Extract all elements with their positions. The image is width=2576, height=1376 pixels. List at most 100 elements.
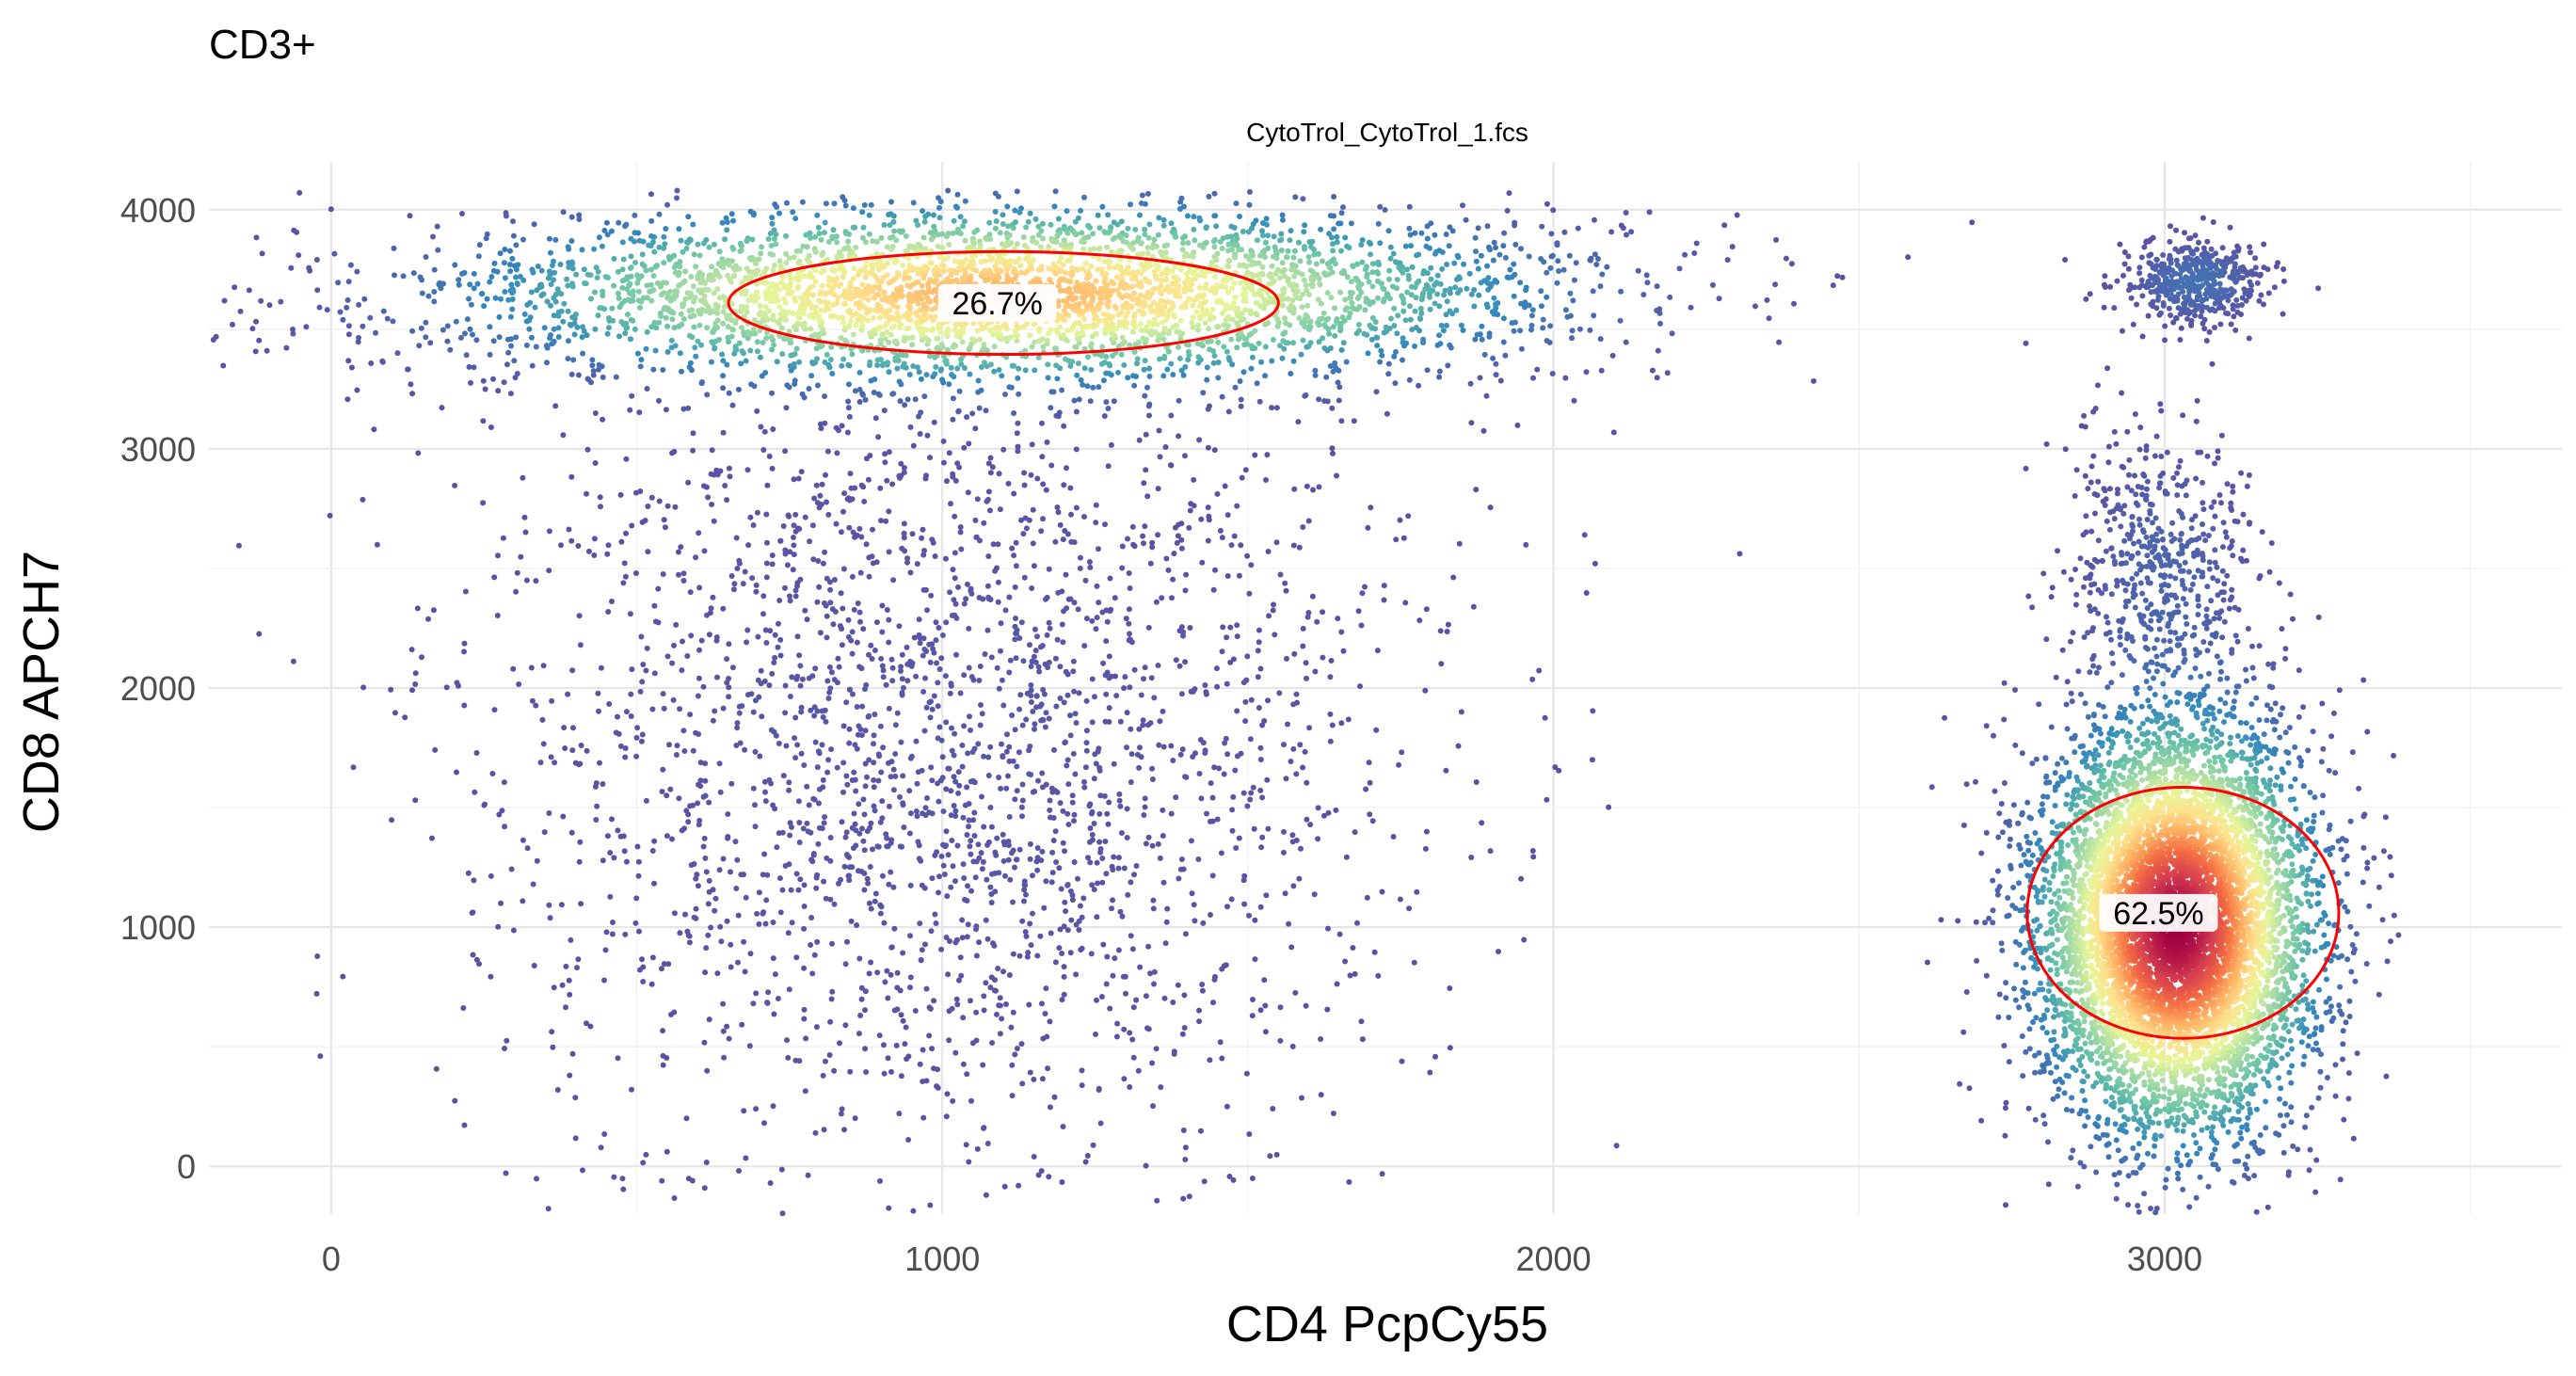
data-point bbox=[2340, 1028, 2346, 1034]
data-point bbox=[1381, 597, 1387, 603]
data-point bbox=[867, 453, 873, 458]
data-point bbox=[2201, 620, 2208, 627]
data-point bbox=[1363, 786, 1369, 792]
data-point bbox=[1054, 376, 1061, 382]
data-point bbox=[2008, 865, 2014, 872]
data-point bbox=[2019, 750, 2025, 757]
data-point bbox=[1027, 1069, 1033, 1076]
data-point bbox=[796, 652, 803, 659]
data-point bbox=[1228, 896, 1235, 903]
data-point bbox=[1460, 202, 1465, 209]
data-point bbox=[938, 737, 945, 744]
data-point bbox=[1063, 908, 1069, 915]
data-point bbox=[2032, 830, 2039, 836]
data-point bbox=[1000, 831, 1006, 838]
data-point bbox=[871, 760, 877, 766]
data-point bbox=[1996, 884, 2003, 889]
data-point bbox=[1059, 951, 1065, 956]
data-point bbox=[2310, 728, 2316, 735]
data-point bbox=[1411, 959, 1417, 966]
data-point bbox=[931, 649, 937, 656]
data-point bbox=[2278, 1085, 2284, 1092]
data-point bbox=[2090, 625, 2096, 632]
chart-title: CD3+ bbox=[209, 22, 316, 68]
data-point bbox=[1249, 1176, 1256, 1181]
data-point bbox=[2126, 456, 2133, 463]
data-point bbox=[508, 343, 514, 349]
data-point bbox=[736, 560, 743, 567]
data-point bbox=[2280, 1149, 2287, 1156]
data-point bbox=[1115, 947, 1122, 953]
data-point bbox=[979, 866, 985, 872]
data-point bbox=[2267, 706, 2274, 712]
data-point bbox=[432, 746, 439, 753]
data-point bbox=[552, 403, 559, 409]
data-point bbox=[2248, 1140, 2255, 1146]
data-point bbox=[2232, 689, 2239, 696]
data-point bbox=[1145, 834, 1152, 840]
data-point bbox=[2147, 510, 2153, 517]
data-point bbox=[892, 722, 899, 728]
data-point bbox=[881, 1042, 887, 1048]
data-point bbox=[840, 566, 847, 572]
data-point bbox=[1048, 462, 1055, 469]
data-point bbox=[2318, 944, 2325, 951]
data-point bbox=[667, 786, 674, 792]
data-point bbox=[907, 424, 914, 430]
data-point bbox=[1315, 805, 1321, 811]
data-point bbox=[327, 512, 333, 519]
data-point bbox=[696, 731, 702, 737]
data-point bbox=[2023, 465, 2029, 472]
data-point bbox=[1123, 616, 1129, 622]
data-point bbox=[1007, 657, 1014, 664]
data-point bbox=[1393, 536, 1400, 543]
data-point bbox=[1181, 1025, 1188, 1031]
data-point bbox=[719, 219, 726, 226]
data-point bbox=[2098, 730, 2104, 737]
data-point bbox=[2129, 514, 2136, 520]
data-point bbox=[2138, 277, 2145, 283]
data-point bbox=[2323, 999, 2329, 1005]
data-point bbox=[2175, 635, 2181, 642]
data-point bbox=[1288, 944, 1295, 951]
data-point bbox=[968, 1097, 974, 1104]
data-point bbox=[1623, 210, 1629, 216]
data-point bbox=[1256, 398, 1263, 405]
data-point bbox=[2053, 674, 2059, 680]
data-point bbox=[1006, 758, 1013, 764]
data-point bbox=[2258, 292, 2264, 298]
data-point bbox=[923, 372, 930, 378]
data-point bbox=[1187, 625, 1193, 631]
data-point bbox=[2177, 271, 2184, 278]
data-point bbox=[1484, 263, 1491, 269]
data-point bbox=[1071, 688, 1078, 695]
data-point bbox=[2209, 632, 2216, 638]
data-point bbox=[2141, 244, 2148, 250]
data-point bbox=[2189, 706, 2195, 712]
data-point bbox=[2143, 534, 2150, 540]
data-point bbox=[769, 215, 776, 221]
data-point bbox=[2145, 697, 2152, 704]
data-point bbox=[757, 753, 763, 760]
data-point bbox=[959, 917, 966, 923]
data-point bbox=[368, 360, 375, 366]
data-point bbox=[889, 678, 896, 684]
data-point bbox=[316, 304, 323, 311]
data-point bbox=[906, 788, 913, 794]
data-point bbox=[1103, 638, 1110, 645]
data-point bbox=[344, 396, 351, 403]
data-point bbox=[2158, 408, 2165, 414]
data-point bbox=[696, 584, 703, 591]
data-point bbox=[1028, 664, 1034, 669]
data-point bbox=[1180, 632, 1186, 639]
data-point bbox=[1265, 697, 1271, 704]
data-point bbox=[981, 824, 987, 830]
data-point bbox=[894, 984, 901, 991]
data-point bbox=[975, 841, 982, 848]
data-point bbox=[558, 902, 565, 908]
data-point bbox=[2348, 968, 2355, 975]
data-point bbox=[704, 1067, 711, 1074]
data-point bbox=[1032, 721, 1038, 728]
data-point bbox=[943, 786, 950, 792]
data-point bbox=[1924, 959, 1930, 966]
